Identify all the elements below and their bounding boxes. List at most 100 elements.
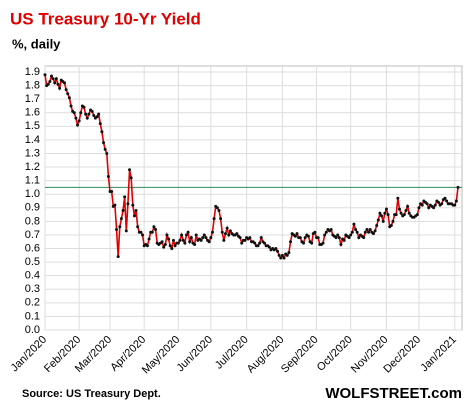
point: [90, 109, 94, 113]
point: [274, 247, 278, 251]
point: [222, 238, 226, 242]
point: [84, 112, 88, 116]
brand: WOLFSTREET.com: [325, 385, 462, 402]
point: [194, 233, 198, 237]
point: [54, 77, 58, 81]
point: [243, 238, 247, 242]
point: [72, 111, 76, 115]
y-tick-label: 1.5: [25, 120, 40, 132]
point: [76, 123, 80, 127]
point: [417, 206, 421, 210]
point: [436, 200, 440, 204]
point: [433, 203, 437, 207]
point: [306, 234, 310, 238]
point: [228, 229, 232, 233]
point: [310, 241, 314, 245]
point: [74, 116, 78, 120]
point: [267, 245, 271, 249]
point: [347, 236, 351, 240]
point: [287, 251, 291, 255]
point: [115, 228, 119, 232]
point: [402, 213, 406, 217]
point: [199, 238, 203, 242]
point: [129, 176, 133, 180]
point: [170, 247, 174, 251]
point: [367, 230, 371, 234]
point: [415, 213, 419, 217]
point: [425, 202, 429, 206]
point: [443, 196, 447, 200]
x-tick-label: Sep/2020: [279, 334, 321, 376]
point: [396, 196, 400, 200]
point: [66, 92, 70, 96]
y-tick-label: 0.1: [25, 310, 40, 322]
point: [220, 230, 224, 234]
point: [342, 238, 346, 242]
point: [352, 222, 356, 226]
plot-area: [44, 65, 463, 331]
y-tick-label: 0.4: [25, 270, 40, 282]
point: [282, 256, 286, 260]
chart-title: US Treasury 10-Yr Yield: [10, 9, 201, 28]
point: [350, 230, 354, 234]
point: [248, 236, 252, 240]
point: [188, 240, 192, 244]
point: [371, 232, 375, 236]
point: [445, 199, 449, 203]
point: [139, 230, 143, 234]
point: [162, 245, 166, 249]
point: [51, 77, 55, 81]
point: [105, 151, 109, 155]
point: [235, 232, 239, 236]
point: [432, 206, 436, 210]
point: [368, 228, 372, 232]
point: [337, 236, 341, 240]
point: [167, 237, 171, 241]
point: [95, 115, 99, 119]
y-tick-label: 1.2: [25, 161, 40, 173]
point: [365, 228, 369, 232]
point: [440, 202, 444, 206]
point: [126, 202, 130, 206]
point: [103, 147, 107, 151]
point: [378, 211, 382, 215]
point: [215, 206, 219, 210]
point: [150, 230, 154, 234]
point: [183, 241, 187, 245]
point: [210, 230, 214, 234]
point: [303, 236, 307, 240]
y-tick-label: 0.3: [25, 283, 40, 295]
point: [391, 219, 395, 223]
point: [168, 244, 172, 248]
y-tick-label: 1.1: [25, 175, 40, 187]
point: [295, 232, 299, 236]
point: [69, 104, 73, 108]
point: [276, 249, 280, 253]
point: [48, 80, 52, 84]
point: [116, 255, 120, 259]
y-tick-label: 1.6: [25, 107, 40, 119]
point: [277, 253, 281, 257]
point: [67, 96, 71, 100]
point: [383, 211, 387, 215]
point: [50, 74, 54, 78]
point: [56, 82, 60, 86]
point: [404, 209, 408, 213]
point: [324, 230, 328, 234]
point: [82, 105, 86, 109]
point: [63, 81, 67, 85]
chart-subtitle: %, daily: [12, 36, 61, 51]
point: [189, 236, 193, 240]
point: [302, 241, 306, 245]
point: [212, 217, 216, 221]
point: [106, 175, 110, 179]
point: [399, 211, 403, 215]
point: [79, 111, 83, 115]
point: [223, 232, 227, 236]
point: [373, 229, 377, 233]
point: [280, 253, 284, 257]
point: [204, 236, 208, 240]
point: [453, 203, 457, 207]
point: [113, 203, 117, 207]
